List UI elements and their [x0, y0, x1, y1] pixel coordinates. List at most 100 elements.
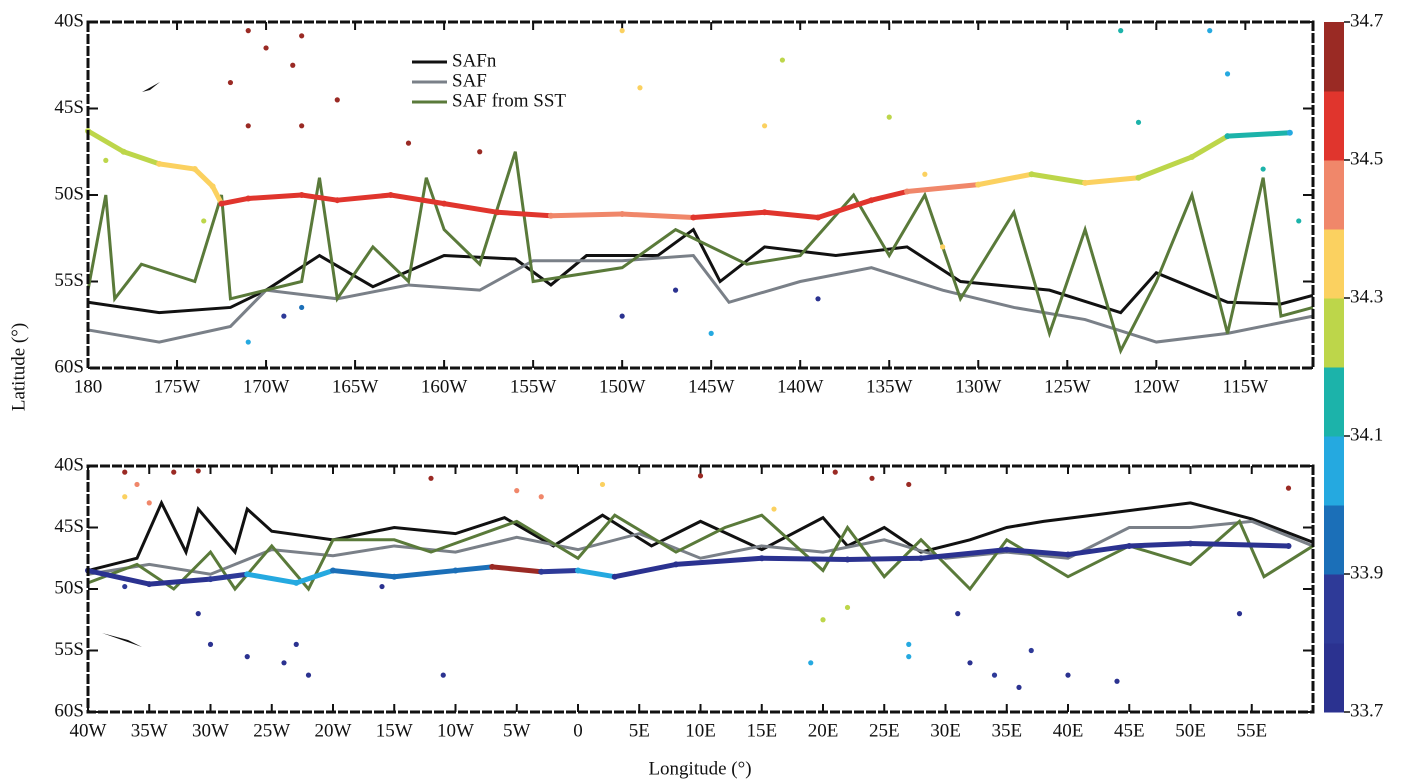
track-segment [219, 195, 251, 207]
colorbar-label: 34.7 [1350, 10, 1383, 31]
obs-point [440, 672, 446, 678]
colorbar-bin [1324, 229, 1344, 299]
colorbar-bin [1324, 22, 1344, 92]
track-point [690, 214, 697, 221]
track-point [619, 211, 626, 218]
track-segment [1065, 543, 1132, 558]
obs-point [1118, 28, 1124, 34]
x-tick-label: 115W [1222, 376, 1268, 397]
obs-point [906, 641, 912, 647]
track-point [1224, 133, 1231, 140]
front-line [87, 253, 1314, 344]
x-tick-label: 135W [866, 376, 913, 397]
y-tick-label: 55S [54, 639, 84, 660]
obs-point [708, 330, 714, 336]
y-tick-label: 60S [54, 700, 84, 721]
obs-point [263, 45, 269, 51]
obs-point [245, 28, 251, 34]
track-point [761, 209, 768, 216]
track-point [391, 573, 398, 580]
track-point [1126, 542, 1133, 549]
track-point [1187, 540, 1194, 547]
track-point [120, 148, 127, 155]
legend-label: SAF [452, 70, 487, 91]
obs-point [299, 33, 305, 39]
track-segment [975, 171, 1035, 188]
track-point [611, 573, 618, 580]
x-tick-label: 120W [1133, 376, 1180, 397]
track-point [441, 200, 448, 207]
track-segment [441, 201, 501, 215]
x-tick-label: 155W [510, 376, 557, 397]
obs-point [299, 123, 305, 129]
obs-point [227, 79, 234, 86]
front-line [87, 513, 1314, 592]
y-tick-label: 50S [54, 577, 84, 598]
track-segment [548, 211, 625, 219]
obs-point [244, 654, 250, 660]
obs-point [1236, 611, 1243, 617]
track-segment [1029, 171, 1088, 186]
track-segment [244, 571, 299, 586]
obs-point [1207, 28, 1213, 34]
track-point [330, 567, 336, 574]
obs-point [1016, 684, 1022, 691]
obs-point [808, 660, 814, 666]
colorbar-bin [1324, 160, 1344, 230]
y-tick-label: 50S [54, 183, 84, 204]
obs-point [815, 296, 821, 302]
y-axis-label: Latitude (°) [8, 323, 29, 411]
x-tick-label: 140W [777, 376, 824, 397]
obs-point [1065, 672, 1071, 678]
track-segment [146, 576, 213, 587]
track-point [334, 197, 341, 204]
track-segment [815, 197, 874, 220]
x-tick-label: 45E [1114, 720, 1145, 741]
track-segment [1004, 547, 1071, 558]
track-segment [1225, 130, 1293, 139]
track-point [918, 555, 924, 562]
obs-point [1285, 485, 1292, 491]
x-tick-label: 125W [1044, 376, 1091, 397]
obs-point [245, 339, 251, 345]
track-point [244, 571, 251, 578]
track-segment [868, 189, 910, 203]
track-segment [538, 568, 581, 575]
track-segment [245, 192, 305, 201]
x-tick-label: 25E [869, 720, 900, 741]
obs-point [290, 62, 296, 68]
obs-point [832, 469, 838, 475]
front-line [87, 499, 1314, 573]
obs-point [886, 114, 892, 120]
track-point [673, 561, 679, 568]
track-segment [673, 555, 765, 567]
track-segment [619, 211, 696, 220]
plot-frame [86, 20, 1315, 370]
obs-point [1114, 678, 1120, 684]
y-tick-label: 40S [54, 10, 84, 31]
obs-point [103, 157, 109, 163]
x-tick-label: 30E [930, 720, 961, 741]
x-tick-label: 165W [332, 376, 379, 397]
track-point [207, 576, 214, 583]
track-point [1188, 153, 1195, 160]
obs-point [207, 641, 214, 647]
track-point [904, 188, 911, 195]
track-segment [690, 209, 768, 220]
obs-point [761, 123, 768, 129]
front-line [86, 151, 1314, 355]
track-point [1003, 546, 1010, 553]
x-tick-label: 180 [74, 376, 103, 397]
track-segment [918, 547, 1010, 561]
track-point [489, 563, 496, 570]
track-segment [489, 564, 544, 575]
x-tick-label: 20E [808, 720, 839, 741]
track-segment [1126, 540, 1193, 549]
obs-point [293, 641, 299, 647]
colorbar-label: 34.1 [1350, 424, 1383, 445]
track-segment [575, 568, 618, 580]
front-line [87, 227, 1314, 315]
track-point [547, 212, 554, 219]
track-point [1028, 171, 1035, 178]
x-tick-label: 20W [315, 720, 352, 741]
